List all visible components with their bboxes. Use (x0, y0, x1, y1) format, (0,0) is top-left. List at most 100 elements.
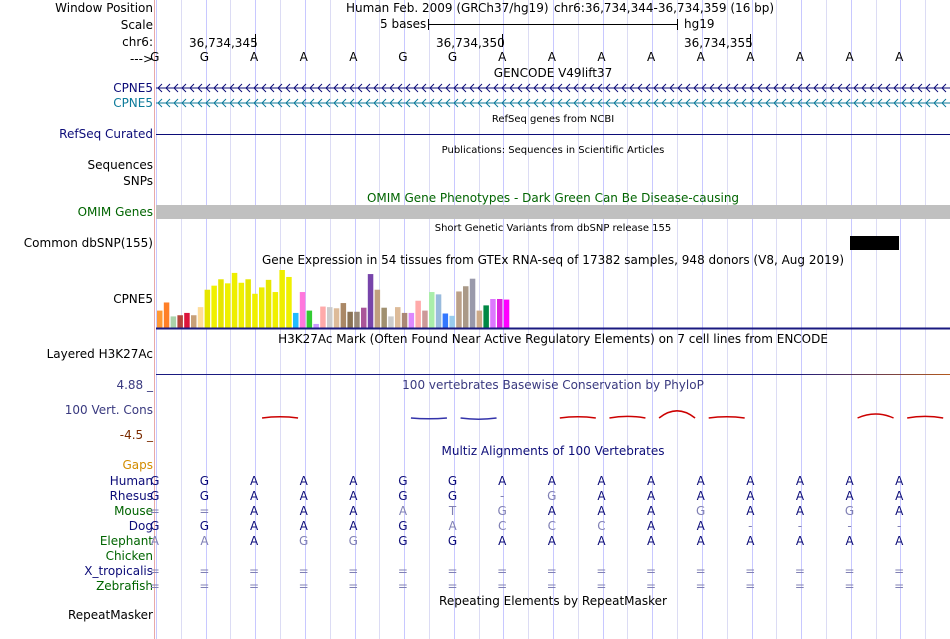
dbsnp-variant-block[interactable] (850, 236, 899, 250)
base-letter: A (498, 50, 507, 64)
gtex-bar (177, 315, 183, 328)
alignment-base: = (199, 504, 210, 518)
base-letter: A (299, 50, 308, 64)
alignment-base: A (746, 474, 755, 488)
alignment-base: A (646, 504, 656, 518)
window-position-label[interactable]: Window Position (55, 1, 153, 15)
gtex-bar (456, 291, 462, 328)
omim-bar[interactable] (156, 205, 950, 219)
phylop-mark (559, 416, 596, 419)
alignment-base: = (844, 564, 855, 578)
species-label[interactable]: X_tropicalis (84, 564, 153, 578)
gtex-bar (306, 310, 313, 328)
dbsnp-label[interactable]: Common dbSNP(155) (23, 236, 153, 250)
gtex-bar (395, 307, 401, 328)
gtex-bar (442, 313, 449, 328)
alignment-base: = (596, 564, 607, 578)
phylop-mark (460, 417, 497, 420)
species-label[interactable]: Elephant (99, 534, 153, 548)
base-letter: A (696, 50, 705, 64)
alignment-base: A (299, 474, 308, 488)
alignment-base: A (795, 489, 805, 503)
alignment-base: A (349, 504, 358, 518)
gene-label-cpne5-1[interactable]: CPNE5 (113, 81, 153, 95)
gtex-bar (252, 293, 258, 328)
alignment-base: T (448, 504, 457, 518)
phylop-track-title: 100 vertebrates Basewise Conservation by… (402, 378, 704, 392)
alignment-base: G (447, 534, 458, 548)
gtex-bar (320, 306, 326, 328)
alignment-base: = (397, 579, 408, 593)
alignment-base: A (299, 504, 308, 518)
alignment-base: = (745, 564, 756, 578)
tick-label-2: 36,734,350 (436, 36, 505, 50)
alignment-base: = (249, 579, 260, 593)
phylop-label[interactable]: 100 Vert. Cons (64, 403, 153, 417)
chrom-label[interactable]: chr6: (122, 35, 153, 49)
species-label[interactable]: Mouse (114, 504, 153, 518)
scale-label[interactable]: Scale (120, 18, 153, 32)
phylop-mark (261, 416, 299, 419)
h3k27ac-label[interactable]: Layered H3K27Ac (46, 347, 153, 361)
gtex-bar (259, 287, 265, 328)
gtex-gene-label[interactable]: CPNE5 (113, 292, 153, 306)
alignment-base: A (696, 489, 705, 503)
alignment-base: A (249, 534, 259, 548)
gtex-bar (490, 299, 496, 328)
species-label[interactable]: Rhesus (109, 489, 153, 503)
gtex-bar (374, 289, 381, 328)
base-letter: G (447, 50, 458, 64)
base-letter: G (199, 50, 210, 64)
scale-bar-right-tick (677, 19, 678, 30)
alignment-base: = (497, 579, 508, 593)
alignment-base: G (447, 489, 458, 503)
sequences-label[interactable]: Sequences (87, 158, 153, 172)
gene-model-cpne5-1[interactable] (156, 82, 950, 94)
alignment-base: G (150, 489, 160, 503)
alignment-base: A (696, 519, 705, 533)
gtex-bar (449, 315, 455, 328)
species-label[interactable]: Zebrafish (96, 579, 153, 593)
alignment-base: = (546, 579, 557, 593)
omim-label[interactable]: OMIM Genes (77, 205, 153, 219)
species-label[interactable]: Human (109, 474, 153, 488)
gtex-bar (231, 272, 238, 328)
alignment-base: A (746, 489, 755, 503)
gtex-bar-chart[interactable] (156, 268, 950, 330)
gene-model-cpne5-2[interactable] (156, 97, 950, 109)
tick-label-1: 36,734,345 (189, 36, 258, 50)
alignment-base: = (894, 564, 905, 578)
gtex-bar (184, 312, 190, 328)
species-label[interactable]: Dog (128, 519, 153, 533)
alignment-base: A (150, 534, 159, 548)
refseq-label[interactable]: RefSeq Curated (59, 127, 153, 141)
gtex-bar (313, 323, 319, 328)
gtex-bar (381, 307, 387, 328)
species-label[interactable]: Chicken (105, 549, 153, 563)
strand-label[interactable]: ---> (129, 52, 153, 66)
alignment-base: A (845, 534, 854, 548)
alignment-base: G (199, 519, 210, 533)
gtex-bar (272, 292, 279, 328)
repeatmasker-label[interactable]: RepeatMasker (67, 608, 153, 622)
gtex-bar (204, 289, 211, 328)
alignment-base: = (149, 579, 160, 593)
tick-mark-3 (750, 34, 751, 47)
alignment-base: - (500, 489, 505, 503)
phylop-wiggle[interactable] (156, 392, 950, 442)
gtex-bar (211, 285, 217, 328)
alignment-base: A (498, 534, 507, 548)
alignment-base: A (646, 474, 656, 488)
alignment-base: = (149, 504, 160, 518)
snps-label[interactable]: SNPs (123, 174, 153, 188)
repeatmasker-track-title: Repeating Elements by RepeatMasker (439, 594, 667, 608)
alignment-base: G (696, 504, 706, 518)
scale-text: 5 bases (380, 17, 427, 31)
gene-label-cpne5-2[interactable]: CPNE5 (113, 96, 153, 110)
alignment-base: A (597, 534, 606, 548)
alignment-base: A (895, 504, 904, 518)
gaps-label[interactable]: Gaps (122, 458, 153, 472)
alignment-base: A (299, 519, 308, 533)
gtex-bar (327, 307, 333, 328)
alignment-base: A (646, 534, 656, 548)
